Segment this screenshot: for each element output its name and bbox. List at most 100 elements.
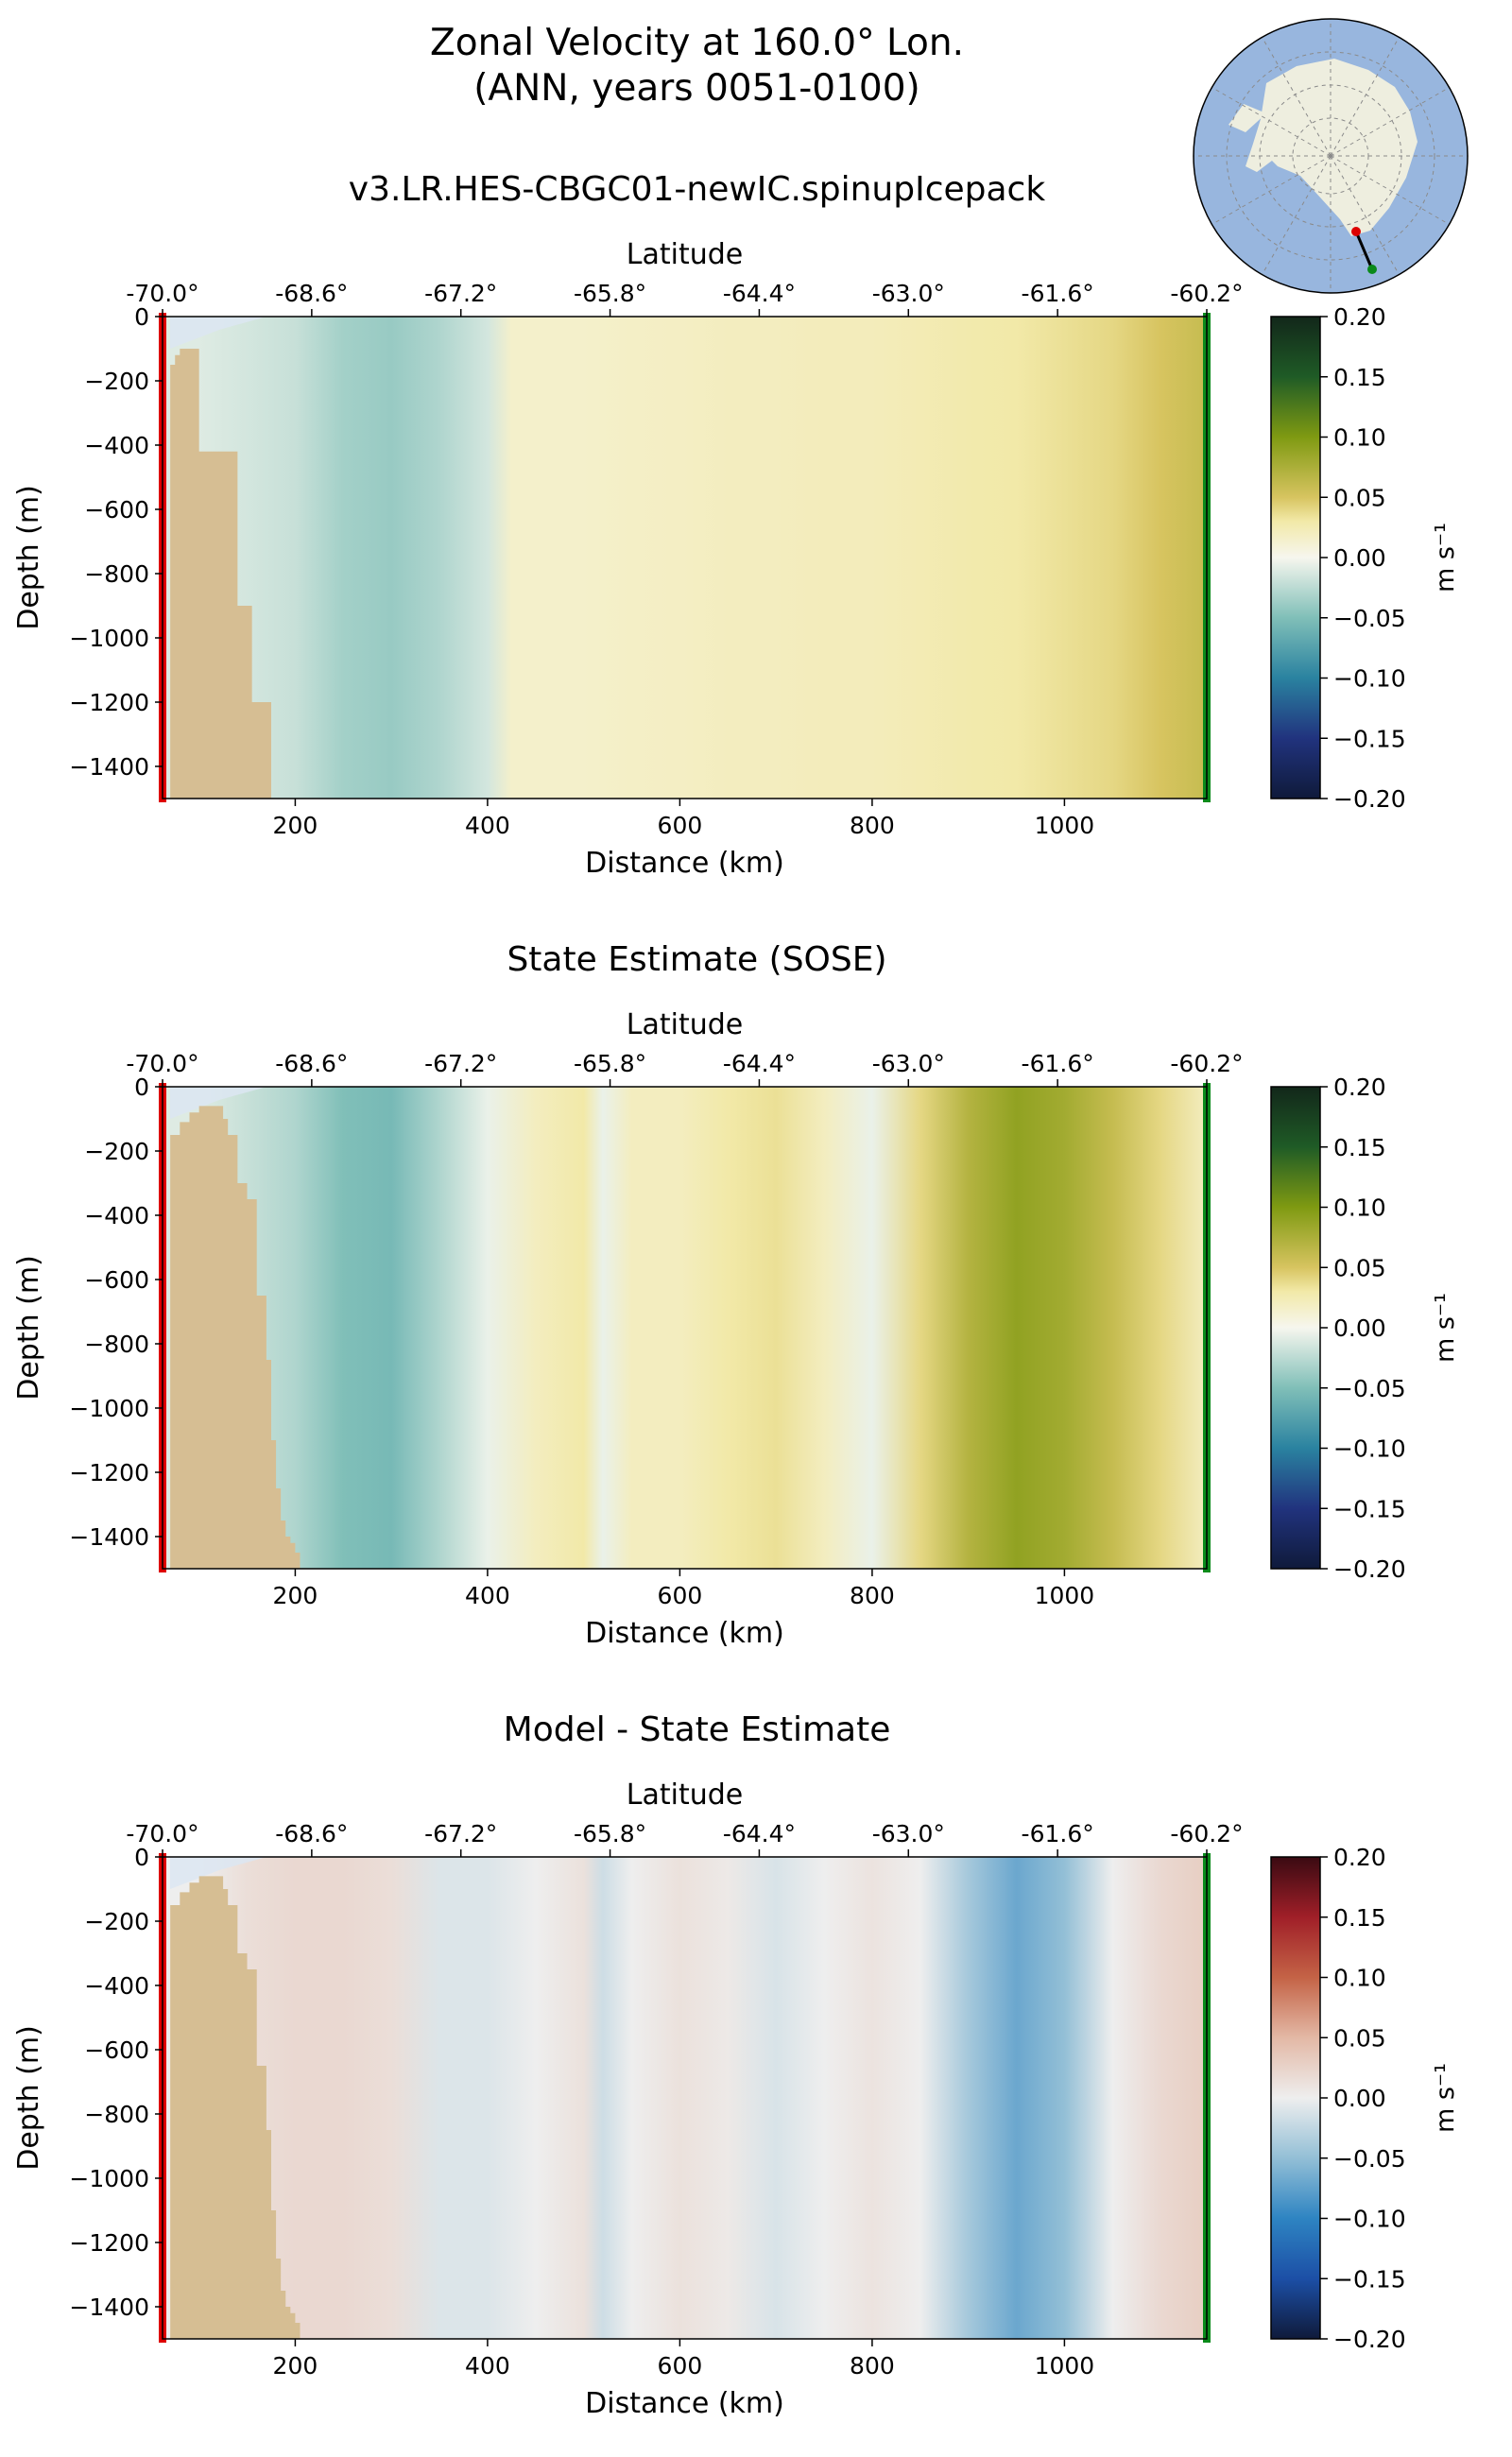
lat-tick-label: -67.2° [424, 1820, 497, 1847]
lat-tick-label: -60.2° [1170, 280, 1243, 307]
y-axis-label: Depth (m) [12, 485, 45, 630]
map-border [1193, 18, 1469, 294]
colorbar-tick-label: 0.15 [1333, 364, 1386, 391]
bathymetry [163, 349, 271, 799]
colorbar-tick-label: −0.05 [1333, 605, 1406, 632]
x-tick-label: 600 [658, 1582, 703, 1609]
colorbar-tick-label: −0.15 [1333, 725, 1406, 752]
section-start-dot [1351, 227, 1361, 236]
colorbar-tick-label: 0.10 [1333, 424, 1386, 452]
x-tick-label: 1000 [1035, 812, 1095, 839]
ice-shelf [170, 1087, 266, 1119]
y-tick-label: −1000 [69, 2165, 149, 2192]
y-tick-label: −1200 [69, 689, 149, 716]
x-axis-label: Distance (km) [585, 847, 784, 880]
plot-frame [162, 1086, 1208, 1570]
x-tick-label: 400 [465, 2352, 510, 2380]
colorbar-tick-label: −0.15 [1333, 2265, 1406, 2293]
bathymetry [163, 1876, 301, 2339]
graticule-ring [1226, 51, 1435, 261]
x-tick-label: 400 [465, 1582, 510, 1609]
colorbar-tick-label: −0.10 [1333, 665, 1406, 693]
panel-1: 0 −200 −400 −600 −800 −1000 −1200 −1400 200 400 60… [12, 238, 1460, 880]
lat-tick-label: -63.0° [872, 1050, 945, 1077]
y-tick-label: −1400 [69, 1523, 149, 1551]
colorbar-tick-label: −0.10 [1333, 1435, 1406, 1463]
x-tick-label: 400 [465, 812, 510, 839]
graticule-meridian [1330, 37, 1400, 157]
y-tick-label: −400 [84, 432, 149, 459]
panel-2: 0 −200 −400 −600 −800 −1000 −1200 −1400 200 400 60… [12, 1008, 1460, 1650]
y-tick-label: −200 [84, 1908, 149, 1935]
x-tick-label: 1000 [1035, 2352, 1095, 2380]
panel-3: 0 −200 −400 −600 −800 −1000 −1200 −1400 200 400 60… [12, 1778, 1460, 2420]
lat-tick-label: -70.0° [126, 1820, 198, 1847]
colorbar-tick-label: 0.10 [1333, 1194, 1386, 1222]
lat-tick-label: -67.2° [424, 1050, 497, 1077]
colorbar [1270, 1086, 1321, 1570]
lat-tick-label: -67.2° [424, 280, 497, 307]
lat-tick-label: -60.2° [1170, 1050, 1243, 1077]
colorbar-tick-label: 0.05 [1333, 2024, 1386, 2052]
lat-tick-label: -64.4° [723, 280, 796, 307]
lat-tick-label: -63.0° [872, 280, 945, 307]
lat-tick-label: -60.2° [1170, 1820, 1243, 1847]
lat-tick-label: -61.6° [1022, 280, 1094, 307]
graticule-meridian [1211, 155, 1332, 225]
x-tick-label: 800 [850, 812, 895, 839]
x-tick-label: 200 [273, 812, 318, 839]
x-tick-label: 600 [658, 2352, 703, 2380]
y-tick-label: −600 [84, 2036, 149, 2064]
colorbar-tick-label: 0.20 [1333, 303, 1386, 331]
lat-tick-label: -64.4° [723, 1050, 796, 1077]
lat-tick-label: -61.6° [1022, 1820, 1094, 1847]
x-tick-label: 800 [850, 2352, 895, 2380]
x-axis-label: Distance (km) [585, 1617, 784, 1650]
lat-tick-label: -68.6° [275, 280, 348, 307]
figure-title-line1: Zonal Velocity at 160.0° Lon. [430, 22, 964, 64]
x-tick-label: 200 [273, 2352, 318, 2380]
graticule-meridian [1330, 155, 1400, 275]
y-tick-label: 0 [134, 1074, 149, 1101]
top-axis-label: Latitude [627, 1778, 743, 1812]
lat-tick-label: -70.0° [126, 280, 198, 307]
lat-tick-label: -65.8° [574, 1050, 646, 1077]
lat-tick-label: -70.0° [126, 1050, 198, 1077]
graticule-meridian [1262, 37, 1332, 157]
x-tick-label: 600 [658, 812, 703, 839]
graticule-meridian [1330, 87, 1450, 157]
panel2-title: State Estimate (SOSE) [507, 940, 887, 979]
y-tick-label: −1200 [69, 1459, 149, 1486]
y-tick-label: −1200 [69, 2229, 149, 2257]
x-tick-label: 800 [850, 1582, 895, 1609]
ice-shelf [170, 317, 266, 349]
ice-shelf [170, 1857, 266, 1889]
lat-tick-label: -68.6° [275, 1050, 348, 1077]
panel3-title: Model - State Estimate [503, 1710, 891, 1749]
y-tick-label: −800 [84, 2101, 149, 2128]
x-axis-label: Distance (km) [585, 2387, 784, 2420]
top-axis-label: Latitude [627, 238, 743, 271]
y-tick-label: −800 [84, 560, 149, 588]
lat-tick-label: -64.4° [723, 1820, 796, 1847]
y-tick-label: −1000 [69, 625, 149, 652]
y-tick-label: 0 [134, 1844, 149, 1871]
y-tick-label: −600 [84, 1266, 149, 1294]
y-tick-label: −1400 [69, 753, 149, 781]
section-line [1354, 231, 1374, 270]
colorbar-tick-label: −0.20 [1333, 785, 1406, 813]
bathymetry [163, 1106, 301, 1569]
colorbar-tick-label: −0.05 [1333, 2145, 1406, 2173]
colorbar-tick-label: 0.05 [1333, 1254, 1386, 1281]
lat-tick-label: -61.6° [1022, 1050, 1094, 1077]
x-tick-label: 200 [273, 1582, 318, 1609]
graticule-meridian [1262, 155, 1332, 275]
lat-tick-label: -65.8° [574, 280, 646, 307]
colorbar-tick-label: −0.20 [1333, 2326, 1406, 2353]
top-axis-label: Latitude [627, 1008, 743, 1041]
lat-tick-label: -65.8° [574, 1820, 646, 1847]
panel1-title: v3.LR.HES-CBGC01-newIC.spinupIcepack [348, 170, 1046, 209]
colorbar-tick-label: 0.00 [1333, 1314, 1386, 1342]
colorbar-tick-label: 0.15 [1333, 1134, 1386, 1161]
antarctica-land [1246, 59, 1418, 236]
